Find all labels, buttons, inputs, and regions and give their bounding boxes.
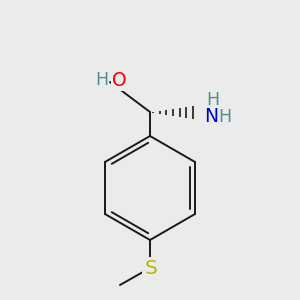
Text: H: H [206,91,219,109]
Text: S: S [145,260,158,278]
Text: H: H [218,108,231,126]
Text: O: O [112,70,127,89]
Text: H: H [95,71,108,89]
Text: N: N [204,107,218,127]
